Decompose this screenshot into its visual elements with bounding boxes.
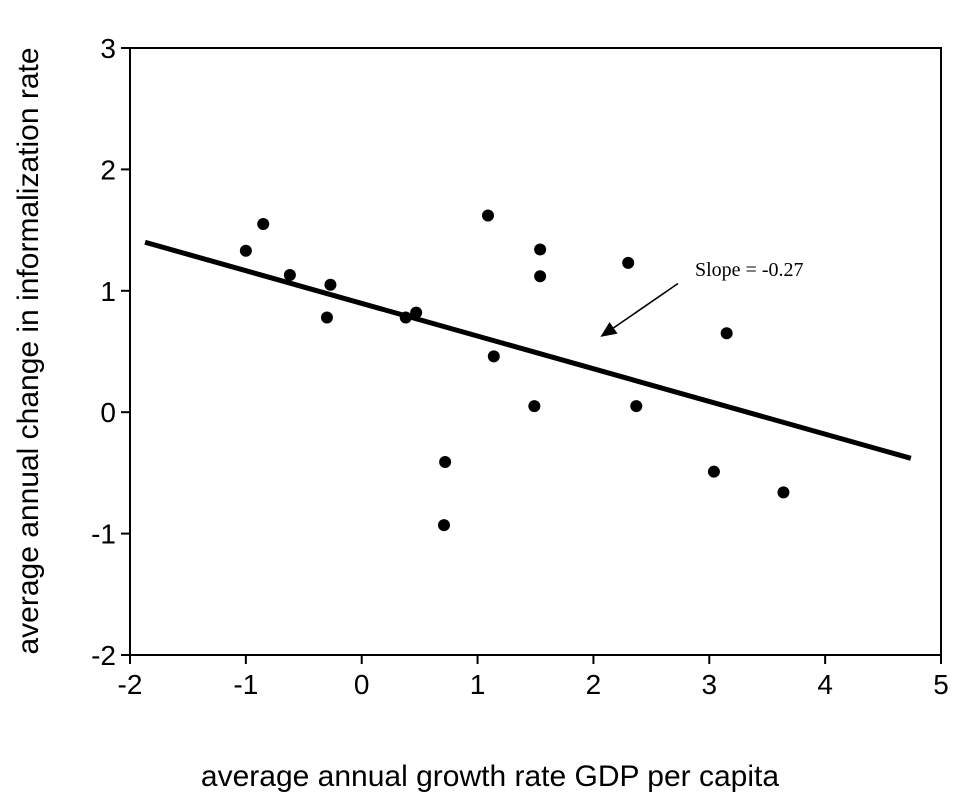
data-points <box>239 209 790 532</box>
data-point <box>630 400 643 413</box>
plot-area-frame <box>129 47 942 656</box>
x-tick-label: -1 <box>233 669 258 700</box>
annotation-arrowhead <box>600 322 618 337</box>
data-point <box>487 350 500 363</box>
data-point <box>481 209 494 222</box>
data-point <box>410 306 423 319</box>
x-tick-label: 3 <box>701 669 717 700</box>
y-tick-label: 0 <box>100 397 116 428</box>
data-point <box>437 519 450 532</box>
y-axis-title: average annual change in informalization… <box>12 47 45 654</box>
data-point <box>399 311 412 324</box>
data-point <box>324 278 337 291</box>
data-point <box>257 218 270 231</box>
slope-annotation-text: Slope = -0.27 <box>695 259 804 281</box>
regression-line-group <box>144 239 912 461</box>
regression-line <box>144 239 912 461</box>
data-point <box>720 327 733 340</box>
annotation-arrow <box>613 282 679 329</box>
y-tick-label: 3 <box>100 33 116 64</box>
x-tick-label: 2 <box>586 669 602 700</box>
x-tick-label: 4 <box>817 669 833 700</box>
data-point <box>777 486 790 499</box>
x-axis-title: average annual growth rate GDP per capit… <box>201 760 779 793</box>
data-point <box>439 455 452 468</box>
slope-annotation: Slope = -0.27 <box>600 259 804 337</box>
y-tick-label: 1 <box>100 276 116 307</box>
x-axis-ticks: -2 -1 0 1 2 3 4 5 <box>118 655 949 700</box>
data-point <box>528 400 541 413</box>
data-point <box>283 269 296 282</box>
x-tick-label: -2 <box>118 669 143 700</box>
data-point <box>622 256 635 269</box>
y-tick-label: -1 <box>91 519 116 550</box>
data-point <box>534 243 547 256</box>
x-tick-label: 5 <box>933 669 949 700</box>
y-tick-label: -2 <box>91 640 116 671</box>
data-point <box>707 465 720 478</box>
data-point <box>239 244 252 257</box>
data-point <box>320 311 333 324</box>
y-axis-ticks: -2 -1 0 1 2 3 <box>91 33 130 671</box>
x-tick-label: 1 <box>470 669 486 700</box>
x-tick-label: 0 <box>354 669 370 700</box>
data-point <box>534 270 547 283</box>
y-tick-label: 2 <box>100 154 116 185</box>
